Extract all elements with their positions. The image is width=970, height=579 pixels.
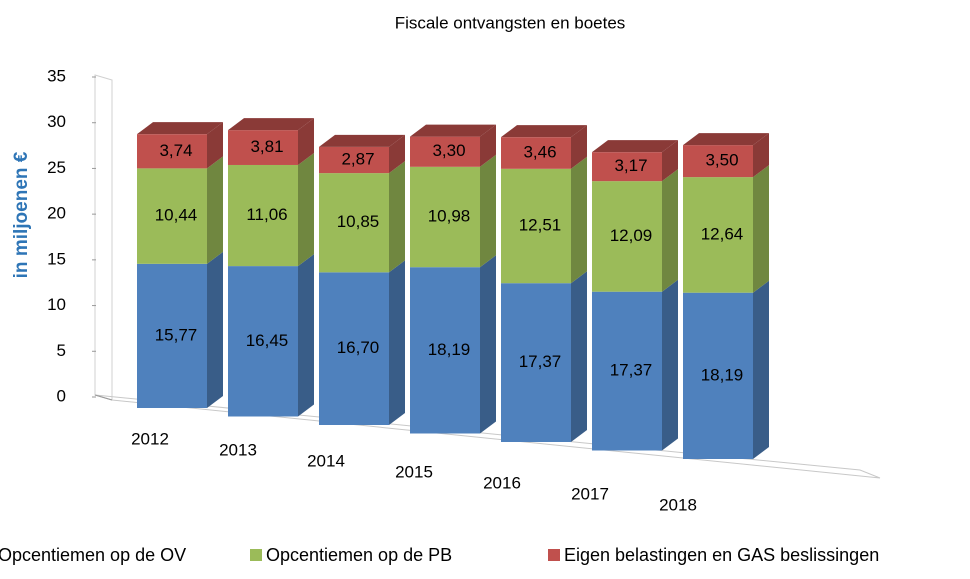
y-tick-label: 5	[57, 341, 66, 360]
x-tick-label: 2015	[395, 462, 433, 481]
value-label: 17,37	[610, 361, 653, 380]
bar-side	[662, 279, 678, 451]
legend-swatch	[250, 549, 262, 561]
bar	[137, 263, 207, 408]
value-label: 17,37	[519, 352, 562, 371]
bar-side	[571, 271, 587, 442]
value-label: 10,98	[428, 206, 471, 225]
x-tick-label: 2016	[483, 473, 521, 492]
bar-side	[389, 260, 405, 425]
bar	[228, 164, 298, 267]
y-tick-label: 0	[57, 386, 66, 405]
value-label: 12,64	[701, 224, 744, 243]
bar	[228, 266, 298, 417]
value-label: 3,81	[250, 137, 283, 156]
bar-side	[207, 122, 223, 169]
bar	[319, 272, 389, 425]
y-tick-label: 10	[47, 295, 66, 314]
bar-side	[207, 251, 223, 408]
bar-top	[683, 133, 769, 146]
y-tick-label: 20	[47, 204, 66, 223]
value-label: 18,19	[701, 365, 744, 384]
bar	[410, 267, 480, 434]
bar	[319, 173, 389, 273]
value-label: 10,85	[337, 212, 380, 231]
bar-side	[753, 280, 769, 459]
bar	[410, 166, 480, 268]
bar-side	[753, 165, 769, 293]
bar-side	[662, 169, 678, 292]
bar	[319, 146, 389, 174]
x-tick-label: 2014	[307, 451, 345, 470]
y-tick-label: 15	[47, 249, 66, 268]
bar-top	[592, 140, 678, 153]
bar	[410, 136, 480, 167]
back-wall	[94, 74, 113, 401]
value-label: 18,19	[428, 340, 471, 359]
y-tick-label: 30	[47, 112, 66, 131]
y-tick-label: 35	[47, 66, 66, 85]
bar	[592, 181, 662, 292]
value-label: 3,17	[614, 156, 647, 175]
bar-top	[137, 122, 223, 135]
value-label: 12,51	[519, 215, 562, 234]
y-tick-label: 25	[47, 158, 66, 177]
bar	[501, 137, 571, 169]
bar-top	[410, 124, 496, 137]
value-label: 10,44	[155, 206, 198, 225]
bar-side	[480, 255, 496, 434]
bar	[592, 152, 662, 182]
bar	[683, 292, 753, 459]
bar-side	[571, 125, 587, 169]
bar	[683, 177, 753, 293]
bar-side	[389, 134, 405, 174]
bar-top	[319, 134, 405, 147]
axis-line	[94, 394, 113, 401]
y-axis-label: in miljoenen €	[11, 151, 32, 278]
legend-label: Opcentiemen op de OV	[0, 545, 186, 565]
bar-top	[501, 125, 587, 138]
value-label: 16,45	[246, 331, 289, 350]
x-tick-label: 2018	[659, 495, 697, 514]
x-tick-label: 2017	[571, 484, 609, 503]
bar-top	[228, 118, 314, 131]
x-tick-label: 2013	[219, 440, 257, 459]
bar-side	[571, 156, 587, 284]
value-label: 15,77	[155, 325, 198, 344]
bar-side	[480, 154, 496, 268]
value-label: 3,30	[432, 141, 465, 160]
bar-side	[753, 133, 769, 178]
legend-label: Opcentiemen op de PB	[266, 545, 452, 565]
bar	[228, 130, 298, 165]
value-label: 12,09	[610, 226, 653, 245]
bar	[501, 283, 571, 442]
bar	[592, 291, 662, 451]
bar	[137, 134, 207, 169]
bar-side	[480, 124, 496, 167]
chart-title: Fiscale ontvangsten en boetes	[395, 13, 626, 32]
bar-side	[298, 118, 314, 165]
bar-side	[298, 152, 314, 267]
value-label: 2,87	[341, 149, 374, 168]
bar-side	[662, 140, 678, 182]
value-label: 3,50	[705, 151, 738, 170]
bar	[683, 145, 753, 178]
value-label: 11,06	[246, 205, 287, 224]
value-label: 16,70	[337, 338, 380, 357]
bar-side	[298, 254, 314, 417]
value-label: 3,74	[159, 141, 192, 160]
bar-side	[389, 161, 405, 273]
legend-label: Eigen belastingen en GAS beslissingen	[564, 545, 879, 565]
x-tick-label: 2012	[131, 429, 169, 448]
bar	[501, 168, 571, 284]
value-label: 3,46	[523, 142, 556, 161]
bar	[137, 168, 207, 264]
bar-side	[207, 156, 223, 264]
legend-swatch	[548, 549, 560, 561]
